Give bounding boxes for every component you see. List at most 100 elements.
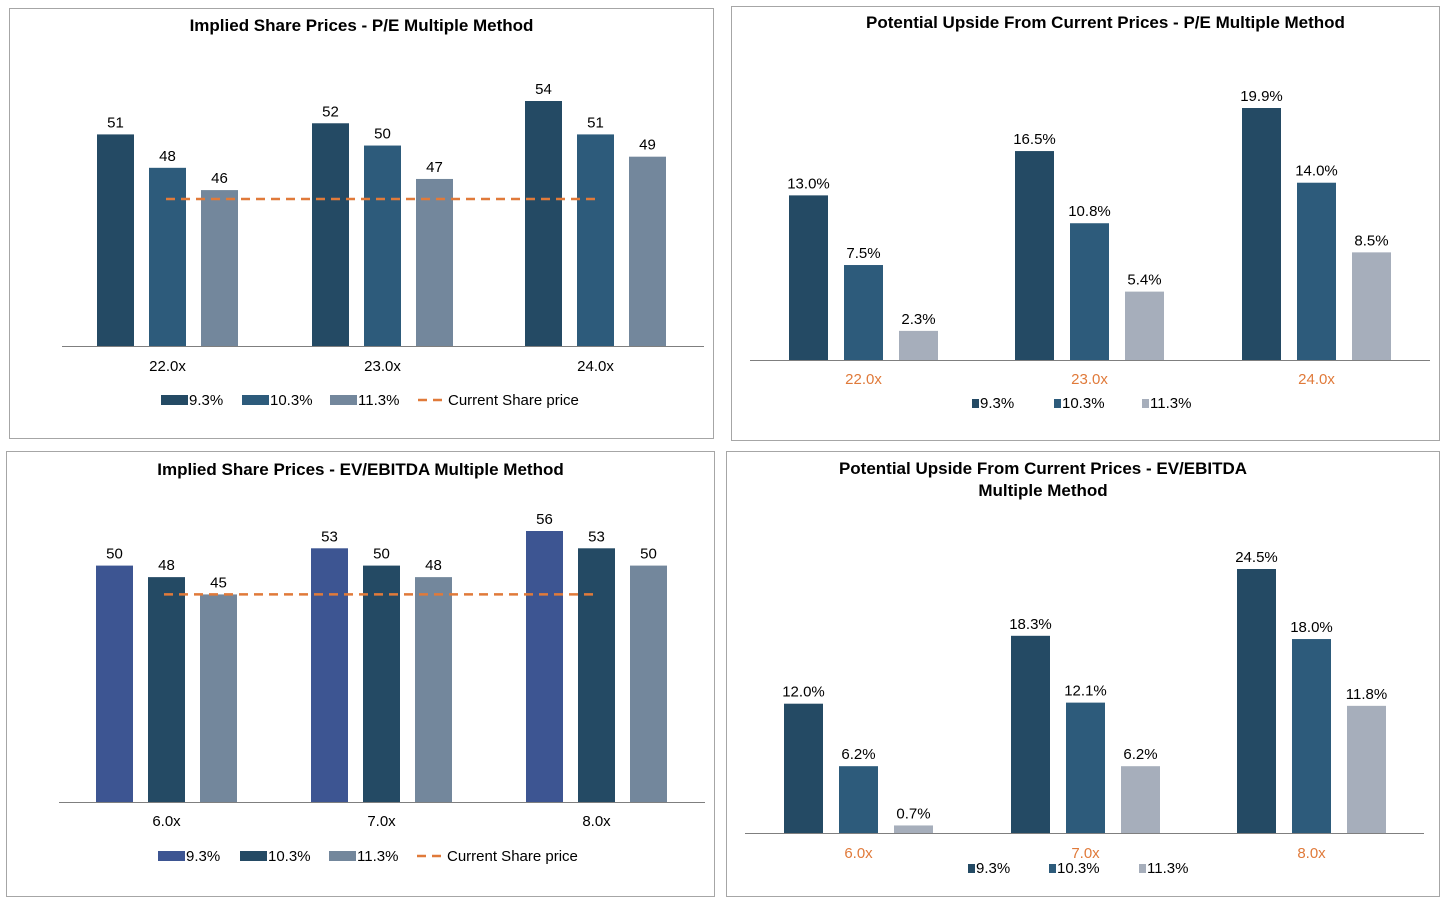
legend-label: Current Share price	[447, 848, 578, 865]
legend-swatch	[968, 864, 975, 873]
legend-swatch	[1142, 399, 1149, 408]
bar	[894, 825, 933, 833]
chart-evebitda-share-prices-plot: 50 53 56 48 50 53 45 48 50 6.0x 7.0x 8.0x 9.3% 10.3% 1…	[59, 511, 705, 865]
chart-evebitda-upside-plot: 12.0% 18.3% 24.5% 6.2% 12.1% 18.0% 0.7% 6.2% 11.…	[745, 549, 1424, 877]
bar	[364, 145, 401, 346]
x-tick-label: 22.0x	[845, 371, 882, 388]
data-label: 12.1%	[1064, 683, 1107, 700]
legend-label: Current Share price	[448, 392, 579, 409]
legend-swatch	[329, 851, 356, 861]
data-label: 46	[211, 170, 228, 187]
data-label: 51	[587, 114, 604, 131]
bar	[577, 134, 614, 346]
chart-evebitda-share-prices: Implied Share Prices - EV/EBITDA Multipl…	[6, 451, 715, 897]
legend-label: 10.3%	[1057, 860, 1100, 877]
bar	[1011, 635, 1050, 833]
bar	[1015, 151, 1054, 360]
data-label: 12.0%	[782, 684, 825, 701]
bar	[578, 548, 615, 802]
x-tick-label: 23.0x	[1071, 371, 1108, 388]
data-label: 10.8%	[1068, 203, 1111, 220]
data-label: 53	[321, 528, 338, 545]
data-label: 48	[425, 557, 442, 574]
legend-label: 9.3%	[189, 392, 223, 409]
data-label: 50	[106, 546, 123, 563]
bar	[630, 565, 667, 802]
chart-pe-upside: Potential Upside From Current Prices - P…	[731, 6, 1440, 441]
data-label: 49	[639, 137, 656, 154]
legend-swatch	[1139, 864, 1146, 873]
data-label: 0.7%	[896, 805, 930, 822]
x-tick-label: 24.0x	[1298, 371, 1335, 388]
x-tick-label: 22.0x	[149, 358, 186, 375]
bar	[899, 330, 938, 360]
bar	[201, 190, 238, 346]
bar	[525, 101, 562, 346]
legend-label: 10.3%	[270, 392, 313, 409]
data-label: 18.0%	[1290, 619, 1333, 636]
data-label: 7.5%	[846, 245, 880, 262]
bar	[1297, 182, 1336, 360]
legend-label: 10.3%	[268, 848, 311, 865]
legend-label: 9.3%	[186, 848, 220, 865]
bar	[1347, 705, 1386, 833]
x-tick-label: 8.0x	[582, 813, 611, 830]
bar	[1066, 702, 1105, 833]
bar	[839, 766, 878, 833]
bar	[148, 577, 185, 802]
legend-swatch	[330, 395, 357, 405]
bar	[97, 134, 134, 346]
legend-swatch	[972, 399, 979, 408]
legend-swatch	[161, 395, 188, 405]
bar	[312, 123, 349, 346]
data-label: 47	[426, 159, 443, 176]
data-label: 8.5%	[1354, 232, 1388, 249]
x-tick-label: 23.0x	[364, 358, 401, 375]
bar	[1121, 766, 1160, 833]
legend-label: 9.3%	[980, 395, 1014, 412]
chart-title: Implied Share Prices - P/E Multiple Meth…	[189, 16, 534, 35]
bar	[1125, 291, 1164, 360]
data-label: 45	[210, 574, 227, 591]
bar	[1237, 569, 1276, 833]
legend-label: 10.3%	[1062, 395, 1105, 412]
chart-pe-share-prices: Implied Share Prices - P/E Multiple Meth…	[9, 8, 714, 439]
legend-swatch	[242, 395, 269, 405]
data-label: 50	[373, 546, 390, 563]
data-label: 2.3%	[901, 311, 935, 328]
bar	[363, 565, 400, 802]
bar	[416, 178, 453, 346]
legend-label: 9.3%	[976, 860, 1010, 877]
bar	[1352, 252, 1391, 360]
data-label: 54	[535, 81, 552, 98]
x-tick-label: 24.0x	[577, 358, 614, 375]
bar	[1292, 639, 1331, 833]
legend-swatch	[1054, 399, 1061, 408]
data-label: 50	[640, 546, 657, 563]
data-label: 53	[588, 528, 605, 545]
data-label: 48	[159, 148, 176, 165]
bar	[311, 548, 348, 802]
data-label: 50	[374, 126, 391, 143]
data-label: 19.9%	[1240, 88, 1283, 105]
data-label: 11.8%	[1346, 686, 1387, 703]
data-label: 48	[158, 557, 175, 574]
data-label: 14.0%	[1295, 163, 1338, 180]
bar	[1070, 223, 1109, 360]
chart-title: Potential Upside From Current Prices - E…	[838, 459, 1248, 500]
bar	[526, 531, 563, 802]
data-label: 13.0%	[787, 175, 830, 192]
bar	[415, 577, 452, 802]
legend-swatch	[158, 851, 185, 861]
bar	[789, 195, 828, 360]
legend-swatch	[240, 851, 267, 861]
bar	[844, 265, 883, 360]
data-label: 6.2%	[841, 746, 875, 763]
chart-pe-upside-plot: 13.0% 16.5% 19.9% 7.5% 10.8% 14.0% 2.3% 5.4% 8.5…	[750, 88, 1430, 412]
bar	[784, 703, 823, 833]
legend-swatch	[1049, 864, 1056, 873]
x-tick-label: 6.0x	[152, 813, 181, 830]
chart-pe-share-prices-plot: 51 52 54 48 50 51 46 47 49 22.0x 23.0x 24.0x 9.3% 10.…	[62, 81, 704, 409]
data-label: 56	[536, 511, 553, 528]
data-label: 16.5%	[1013, 131, 1056, 148]
